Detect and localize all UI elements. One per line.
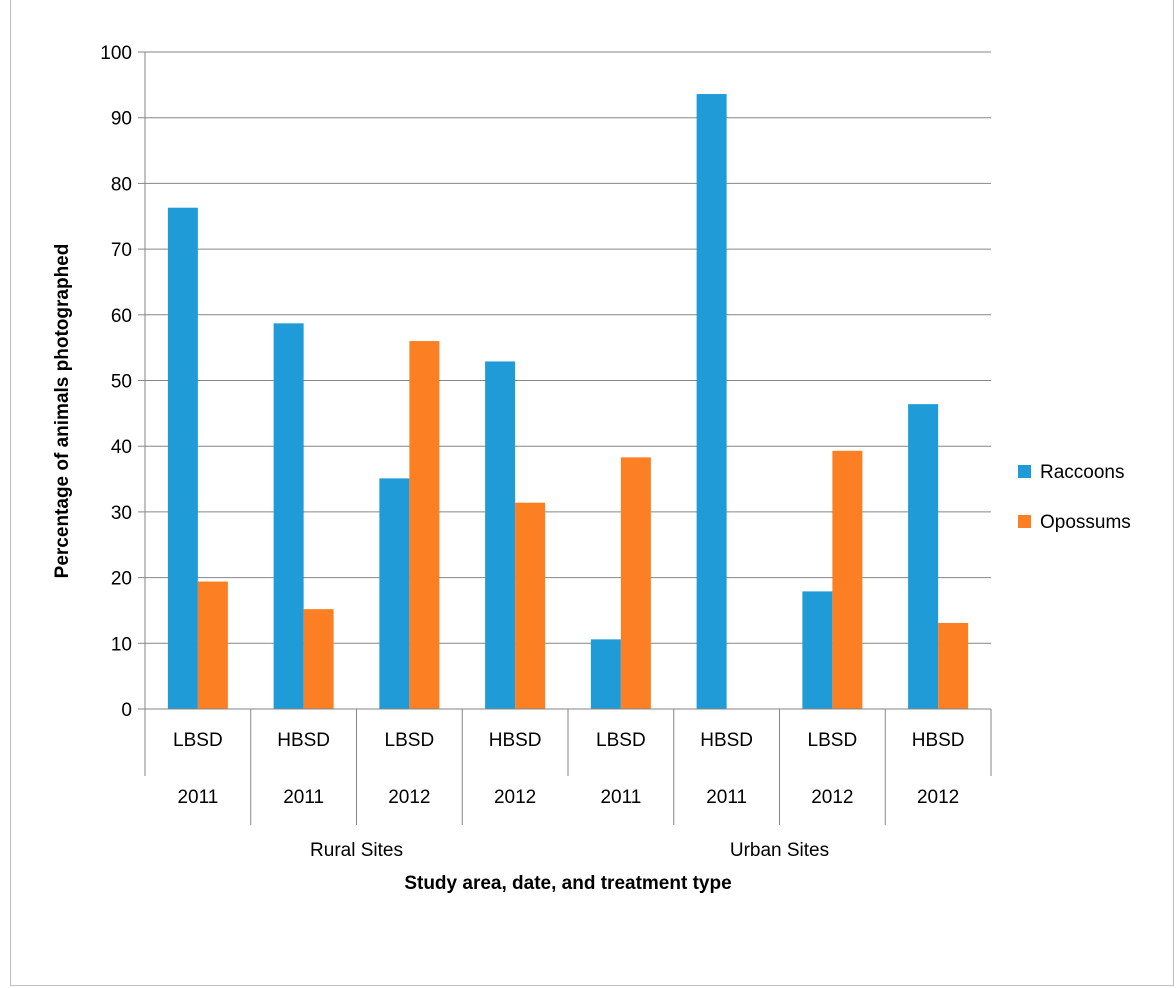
opossums-bar: [832, 450, 863, 709]
legend-swatch: [1018, 515, 1031, 528]
y-tick-label: 50: [111, 372, 132, 393]
category-year-label: 2012: [811, 787, 853, 808]
raccoons-bar: [167, 207, 198, 710]
category-treatment-label: LBSD: [808, 730, 858, 751]
y-tick-label: 70: [111, 240, 132, 261]
raccoons-bar: [696, 94, 727, 710]
opossums-bar: [515, 502, 546, 709]
raccoons-bar: [908, 404, 939, 709]
category-year-label: 2011: [283, 787, 324, 808]
y-tick-label: 60: [111, 306, 132, 327]
category-treatment-label: LBSD: [173, 730, 223, 751]
raccoons-bar: [485, 361, 516, 709]
y-tick-label: 40: [111, 437, 132, 458]
category-year-label: 2011: [600, 787, 641, 808]
category-treatment-label: HBSD: [277, 730, 330, 751]
category-treatment-label: LBSD: [596, 730, 646, 751]
opossums-bar: [938, 622, 969, 709]
category-year-label: 2011: [706, 787, 747, 808]
legend-swatch: [1018, 465, 1031, 478]
x-category-labels: LBSD 2011 HBSD 2011 LBSD 2012 HBSD 2012 LBSD 2011…: [173, 730, 964, 861]
raccoons-bar: [590, 639, 621, 709]
x-axis-title: Study area, date, and treatment type: [404, 873, 731, 894]
category-treatment-label: HBSD: [912, 730, 965, 751]
raccoons-bar: [802, 591, 833, 709]
y-tick-label: 0: [121, 700, 132, 721]
opossums-bar: [303, 609, 334, 709]
category-year-label: 2012: [388, 787, 430, 808]
opossums-bar: [409, 341, 440, 709]
category-treatment-label: HBSD: [489, 730, 542, 751]
category-year-label: 2011: [177, 787, 218, 808]
y-tick-label: 80: [111, 174, 132, 195]
category-year-label: 2012: [917, 787, 959, 808]
category-year-label: 2012: [494, 787, 536, 808]
bars: [167, 94, 969, 710]
raccoons-bar: [273, 323, 304, 709]
group-label: Rural Sites: [310, 840, 403, 861]
legend-label: Raccoons: [1040, 462, 1125, 483]
y-tick-label: 100: [100, 43, 132, 64]
axes: [144, 52, 992, 825]
legend-label: Opossums: [1040, 512, 1131, 533]
raccoons-bar: [379, 478, 410, 709]
category-treatment-label: LBSD: [385, 730, 435, 751]
group-label: Urban Sites: [730, 840, 829, 861]
chart-frame: [10, 0, 1174, 986]
opossums-bar: [620, 457, 651, 709]
y-tick-label: 90: [111, 109, 132, 130]
y-tick-label: 30: [111, 503, 132, 524]
opossums-bar: [197, 581, 228, 709]
gridlines: [138, 51, 991, 710]
category-treatment-label: HBSD: [700, 730, 753, 751]
y-tick-labels: 0 10 20 30 40 50 60 70 80 90 100: [100, 43, 132, 721]
y-tick-label: 10: [111, 634, 132, 655]
y-tick-label: 20: [111, 569, 132, 590]
y-axis-title: Percentage of animals photographed: [52, 244, 73, 579]
legend: Raccoons Opossums: [1018, 462, 1131, 533]
